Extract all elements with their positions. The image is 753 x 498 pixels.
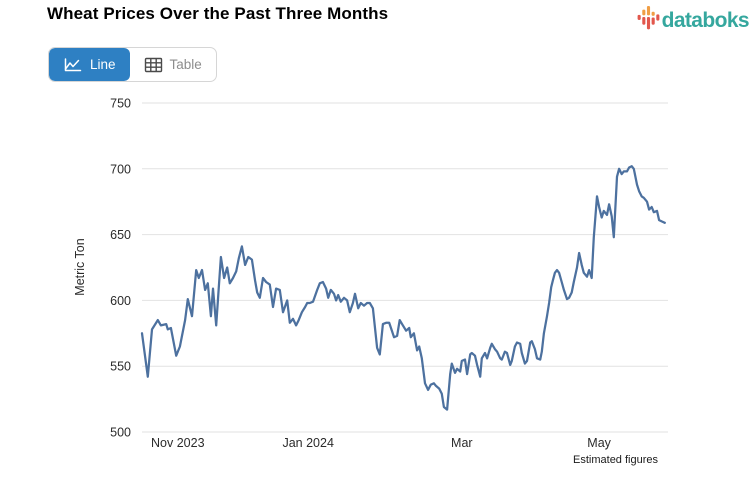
equalizer-bars-icon — [637, 5, 660, 37]
y-tick-label: 650 — [110, 228, 131, 242]
line-chart: 500 550 600 650 700 750 Metric Ton Nov 2023 Jan … — [0, 88, 753, 498]
price-line-series[interactable] — [140, 165, 666, 411]
brand-name: databoks — [661, 9, 750, 32]
table-icon — [144, 57, 163, 73]
table-view-label: Table — [169, 57, 202, 72]
line-view-button[interactable]: Line — [49, 48, 130, 81]
y-tick-label: 500 — [110, 426, 131, 440]
y-tick-label: 750 — [110, 97, 131, 111]
y-axis-title: Metric Ton — [73, 238, 87, 295]
y-tick-label: 600 — [110, 294, 131, 308]
chart-footnote: Estimated figures — [573, 454, 658, 466]
x-tick-label: Nov 2023 — [151, 436, 205, 450]
x-tick-label: May — [587, 436, 611, 450]
line-chart-icon — [63, 57, 83, 73]
y-tick-label: 700 — [110, 162, 131, 176]
x-tick-label: Jan 2024 — [282, 436, 333, 450]
line-view-label: Line — [90, 57, 116, 72]
page-title: Wheat Prices Over the Past Three Months — [47, 4, 389, 23]
y-tick-label: 550 — [110, 360, 131, 374]
x-tick-label: Mar — [451, 436, 473, 450]
view-toggle: Line Table — [48, 47, 217, 82]
databoks-logo[interactable]: databoks — [637, 5, 750, 37]
table-view-button[interactable]: Table — [130, 48, 216, 81]
